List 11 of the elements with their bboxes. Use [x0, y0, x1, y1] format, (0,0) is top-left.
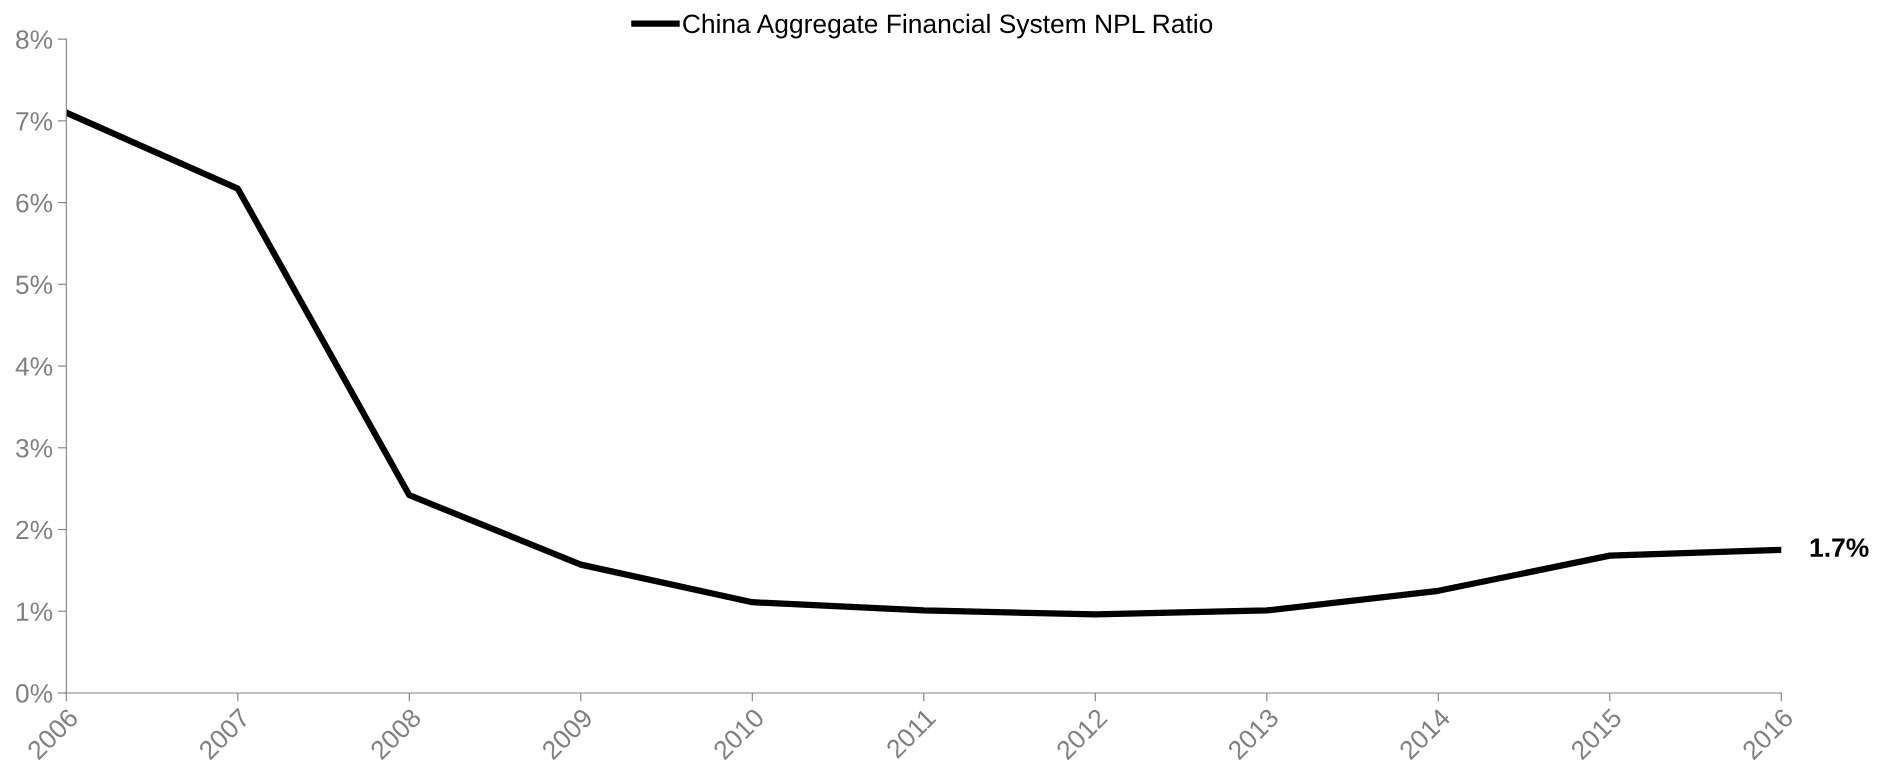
y-tick-label: 5% — [16, 275, 53, 295]
y-tick-label: 7% — [16, 112, 53, 131]
legend-label: China Aggregate Financial System NPL Ratio — [683, 13, 1213, 39]
annotation: 1.7% — [1810, 538, 1869, 557]
y-tick-label: 8% — [16, 30, 53, 49]
y-tick-label: 4% — [15, 357, 53, 376]
y-tick-label: 0% — [16, 684, 53, 703]
y-tick-label: 2% — [16, 520, 53, 540]
y-tick-label: 6% — [16, 193, 53, 213]
y-tick-label: 3% — [16, 438, 53, 458]
y-tick-label: 1% — [17, 602, 53, 621]
